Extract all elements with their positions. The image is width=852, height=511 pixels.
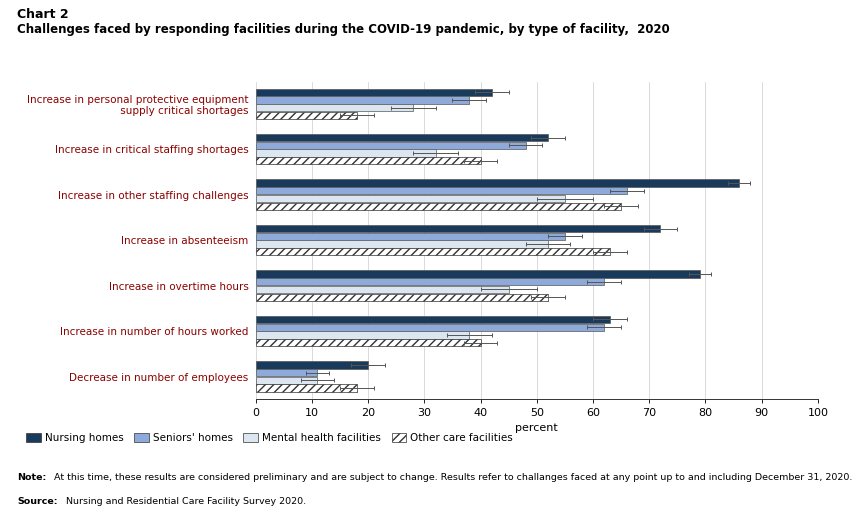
Bar [256, 187, 627, 195]
Text: Chart 2: Chart 2 [17, 8, 69, 20]
Bar [256, 384, 357, 392]
Bar [256, 278, 604, 286]
Bar [256, 331, 469, 339]
Bar [256, 369, 318, 376]
Text: Source:: Source: [17, 497, 58, 506]
Bar [256, 157, 481, 165]
Bar [256, 96, 469, 104]
Bar [256, 179, 740, 187]
Text: Challenges faced by responding facilities during the COVID-19 pandemic, by type : Challenges faced by responding facilitie… [17, 23, 670, 36]
Bar [256, 270, 699, 277]
X-axis label: percent: percent [515, 423, 558, 433]
Bar [256, 142, 526, 149]
Bar [256, 361, 368, 368]
Bar [256, 377, 318, 384]
Bar [256, 323, 604, 331]
Bar [256, 240, 548, 248]
Bar [256, 104, 413, 111]
Bar [256, 225, 660, 232]
Bar [256, 286, 509, 293]
Bar [256, 88, 492, 96]
Bar [256, 233, 565, 240]
Bar [256, 203, 621, 210]
Legend: Nursing homes, Seniors' homes, Mental health facilities, Other care facilities: Nursing homes, Seniors' homes, Mental he… [22, 429, 517, 447]
Bar [256, 195, 565, 202]
Bar [256, 248, 610, 256]
Bar [256, 112, 357, 119]
Bar [256, 316, 610, 323]
Text: At this time, these results are considered preliminary and are subject to change: At this time, these results are consider… [51, 473, 852, 482]
Bar [256, 150, 435, 157]
Bar [256, 294, 548, 301]
Text: Note:: Note: [17, 473, 46, 482]
Text: Nursing and Residential Care Facility Survey 2020.: Nursing and Residential Care Facility Su… [63, 497, 306, 506]
Bar [256, 339, 481, 346]
Bar [256, 134, 548, 142]
